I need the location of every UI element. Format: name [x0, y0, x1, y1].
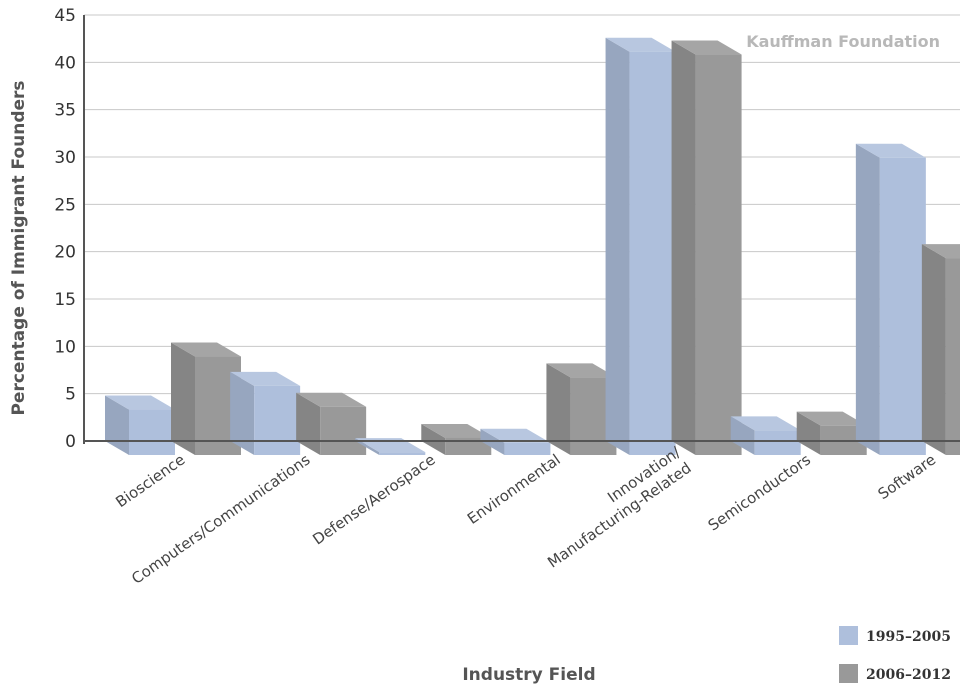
- bar-front: [629, 51, 676, 455]
- bar-top: [546, 363, 617, 378]
- bar-front: [695, 54, 742, 456]
- bar-side: [421, 423, 446, 455]
- bar: Software — 2006–2012: 20.8: [921, 244, 960, 455]
- y-tick-label: 20: [54, 243, 76, 263]
- axes: [83, 15, 960, 444]
- bar-front: [945, 258, 960, 455]
- bar: Innovation/ Manufacturing-Related — 1995…: [605, 37, 676, 455]
- bars: Bioscience — 1995–2005: 4.8Bioscience — …: [105, 37, 960, 456]
- category-label: Defense/Aerospace: [309, 451, 438, 549]
- category-label: Environmental: [464, 451, 564, 528]
- bar-front: [445, 437, 492, 455]
- bar-side: [355, 438, 380, 455]
- bar-front: [754, 430, 801, 455]
- bar-top: [605, 37, 676, 52]
- category-label: Semiconductors: [705, 450, 814, 534]
- bar-top: [230, 371, 301, 386]
- legend-swatch-2006-2012: [839, 664, 858, 683]
- bar-top: [921, 244, 960, 259]
- bar-front: [379, 452, 426, 455]
- legend: 1995–2005 2006–2012: [839, 626, 951, 683]
- y-axis-title: Percentage of Immigrant Founders: [9, 80, 29, 415]
- bar-side: [855, 143, 880, 455]
- bar-side: [796, 411, 821, 455]
- bar-side: [546, 363, 571, 455]
- x-axis-title: Industry Field: [462, 665, 595, 685]
- y-tick-label: 0: [65, 432, 76, 452]
- y-tick-label: 10: [54, 337, 76, 357]
- category-labels: BioscienceComputers/CommunicationsDefens…: [112, 443, 939, 588]
- y-tick-label: 30: [54, 148, 76, 168]
- watermark: Kauffman Foundation: [746, 32, 940, 51]
- bar-side: [605, 37, 630, 455]
- bar: Bioscience — 1995–2005: 4.8: [105, 395, 175, 455]
- bar-top: [671, 40, 742, 55]
- legend-label-2006-2012: 2006–2012: [866, 667, 951, 683]
- bar-top: [796, 411, 867, 426]
- y-tick-label: 45: [54, 6, 76, 26]
- bar: Computers/Communications — 2006–2012: 5.…: [296, 392, 367, 455]
- bar-top: [480, 428, 551, 443]
- bar-side: [230, 371, 255, 455]
- bar-top: [421, 423, 492, 438]
- bar-front: [320, 406, 367, 455]
- bar: Innovation/ Manufacturing-Related — 2006…: [671, 40, 742, 456]
- bar: Software — 1995–2005: 31.4: [855, 143, 926, 455]
- bar: Defense/Aerospace — 2006–2012: 1.8: [421, 423, 492, 455]
- y-tick-label: 15: [54, 290, 76, 310]
- bar-front: [504, 442, 551, 455]
- y-tick-labels: 0 5 10 15 20 25 30 35 40 45: [54, 6, 76, 452]
- bar-side: [296, 392, 321, 455]
- y-tick-label: 40: [54, 53, 76, 73]
- bar-side: [730, 416, 755, 455]
- gridlines: [84, 14, 960, 395]
- y-tick-label: 25: [54, 195, 76, 215]
- y-tick-label: 35: [54, 101, 76, 121]
- legend-swatch-1995-2005: [839, 626, 858, 645]
- bar: Semiconductors — 1995–2005: 2.6: [730, 416, 801, 455]
- bar-front: [254, 385, 301, 455]
- bar-top: [855, 143, 926, 158]
- bar-side: [671, 40, 696, 456]
- category-label: Software: [875, 451, 939, 504]
- bar-top: [171, 342, 241, 357]
- bar: Computers/Communications — 1995–2005: 7.…: [230, 371, 301, 455]
- bar-side: [921, 244, 946, 455]
- bar-top: [105, 395, 175, 410]
- bar-front: [879, 157, 926, 455]
- bar-top: [730, 416, 801, 431]
- bar-side: [171, 342, 195, 455]
- bar-top: [296, 392, 367, 407]
- y-tick-label: 5: [65, 385, 76, 405]
- category-label: Bioscience: [112, 451, 188, 512]
- bar-front: [129, 409, 175, 455]
- legend-label-1995-2005: 1995–2005: [866, 629, 951, 645]
